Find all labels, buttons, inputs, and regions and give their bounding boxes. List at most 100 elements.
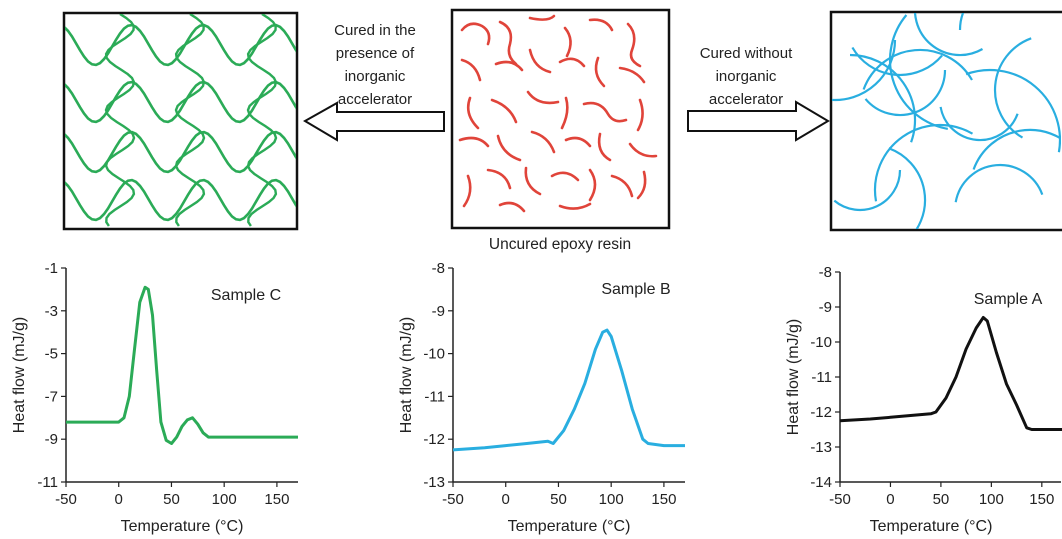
uncured-chains-pattern	[458, 14, 658, 213]
x-tick-label: 50	[163, 491, 180, 508]
series-line	[839, 316, 1062, 431]
red-chain-line	[524, 166, 542, 196]
right-process-line: inorganic	[716, 68, 777, 85]
left-process-label: Cured in the presence of inorganic accel…	[334, 22, 416, 108]
red-chain-line	[563, 26, 572, 58]
x-tick-label: 50	[933, 491, 950, 508]
x-tick-label: 100	[979, 491, 1004, 508]
right-process-line: Cured without	[700, 45, 793, 62]
x-tick-label: 0	[886, 491, 894, 508]
disordered-network-pattern	[832, 13, 1061, 229]
x-axis-label: Temperature (°C)	[870, 518, 993, 535]
y-tick-label: -9	[432, 303, 445, 320]
left-network-panel	[62, 11, 299, 231]
red-chain-line	[597, 132, 612, 162]
y-tick-label: -9	[819, 299, 832, 316]
x-tick-label: 150	[264, 491, 289, 508]
red-chain-line	[636, 170, 647, 200]
center-resin-box	[450, 8, 671, 230]
sample-label: Sample C	[211, 287, 281, 304]
y-tick-label: -10	[423, 346, 445, 363]
green-crosslink-line	[104, 14, 136, 227]
red-chain-line	[466, 96, 480, 130]
red-chain-line	[460, 22, 491, 46]
y-axis-label: Heat flow (mJ/g)	[11, 317, 28, 433]
y-tick-label: -8	[819, 264, 832, 281]
blue-network-arc	[888, 147, 927, 229]
red-chain-line	[564, 136, 592, 148]
y-tick-label: -14	[810, 474, 832, 491]
green-wave-line	[65, 23, 296, 67]
y-tick-label: -11	[424, 388, 445, 405]
chart-sample-b: -8 -9 -10 -11 -12 -13-50 0 50 100 150 Sample B Temp…	[398, 260, 685, 535]
red-chain-line	[626, 22, 642, 68]
x-tick-label: 100	[212, 491, 237, 508]
blue-network-arc	[864, 69, 947, 117]
blue-network-arc	[939, 106, 1019, 142]
red-chain-line	[588, 168, 597, 202]
blue-network-arc	[849, 53, 917, 143]
series-line	[452, 328, 685, 452]
sample-label: Sample B	[601, 281, 670, 298]
blue-network-arc	[965, 68, 1061, 153]
x-tick-label: -50	[442, 491, 464, 508]
left-process-line: presence of	[336, 45, 415, 62]
y-tick-label: -8	[432, 260, 445, 277]
chart-sample-c: -1 -3 -5 -7 -9 -11-50 0 50 100 150 Sample C Tempera…	[11, 260, 298, 535]
ordered-network-pattern	[65, 14, 296, 227]
red-chain-line	[494, 60, 524, 72]
x-tick-label: 0	[502, 491, 510, 508]
red-chain-line	[594, 56, 606, 88]
y-tick-label: -1	[45, 260, 58, 277]
y-tick-label: -5	[45, 346, 58, 363]
x-tick-label: 0	[115, 491, 123, 508]
x-tick-label: 150	[1029, 491, 1054, 508]
red-chain-line	[550, 171, 580, 182]
blue-network-arc	[833, 169, 902, 211]
blue-network-arc	[862, 48, 973, 90]
y-tick-label: -10	[810, 334, 832, 351]
blue-network-arc	[914, 13, 984, 57]
x-axis-label: Temperature (°C)	[121, 518, 244, 535]
x-tick-label: 150	[651, 491, 676, 508]
series-line	[66, 285, 298, 445]
red-chain-line	[490, 98, 518, 124]
red-chain-line	[530, 130, 556, 154]
x-tick-label: 100	[599, 491, 624, 508]
y-tick-label: -11	[37, 474, 58, 491]
red-chain-line	[582, 101, 628, 123]
y-axis-label: Heat flow (mJ/g)	[785, 319, 802, 435]
y-tick-label: -3	[45, 303, 58, 320]
chart-sample-a: -8 -9 -10 -11 -12 -13 -14-50 0 50 100 150 Sample A T…	[785, 264, 1062, 535]
left-process-line: accelerator	[338, 91, 412, 108]
right-arrow-icon	[687, 100, 830, 142]
y-axis-label: Heat flow (mJ/g)	[398, 317, 415, 433]
red-chain-line	[486, 168, 512, 190]
red-chain-line	[528, 48, 552, 74]
red-chain-line	[610, 174, 634, 198]
x-axis-label: Temperature (°C)	[508, 518, 631, 535]
y-tick-label: -9	[45, 431, 58, 448]
y-tick-label: -11	[811, 369, 832, 386]
green-crosslink-line	[246, 14, 278, 227]
x-tick-label: -50	[55, 491, 77, 508]
blue-network-arc	[873, 123, 974, 202]
x-tick-label: -50	[829, 491, 851, 508]
red-chain-line	[558, 57, 586, 68]
x-tick-label: 50	[550, 491, 567, 508]
red-chain-line	[636, 98, 644, 132]
y-tick-label: -12	[423, 431, 445, 448]
red-chain-line	[460, 58, 482, 82]
red-chain-line	[588, 18, 614, 32]
sample-label: Sample A	[974, 291, 1043, 308]
red-chain-line	[458, 136, 490, 148]
red-chain-line	[558, 202, 592, 210]
y-tick-label: -13	[810, 439, 832, 456]
red-chain-line	[496, 134, 522, 162]
right-process-label: Cured without inorganic accelerator	[700, 45, 793, 108]
center-caption: Uncured epoxy resin	[489, 236, 631, 253]
red-chain-line	[526, 90, 560, 105]
green-crosslink-line	[174, 14, 206, 227]
green-wave-line	[65, 178, 296, 222]
